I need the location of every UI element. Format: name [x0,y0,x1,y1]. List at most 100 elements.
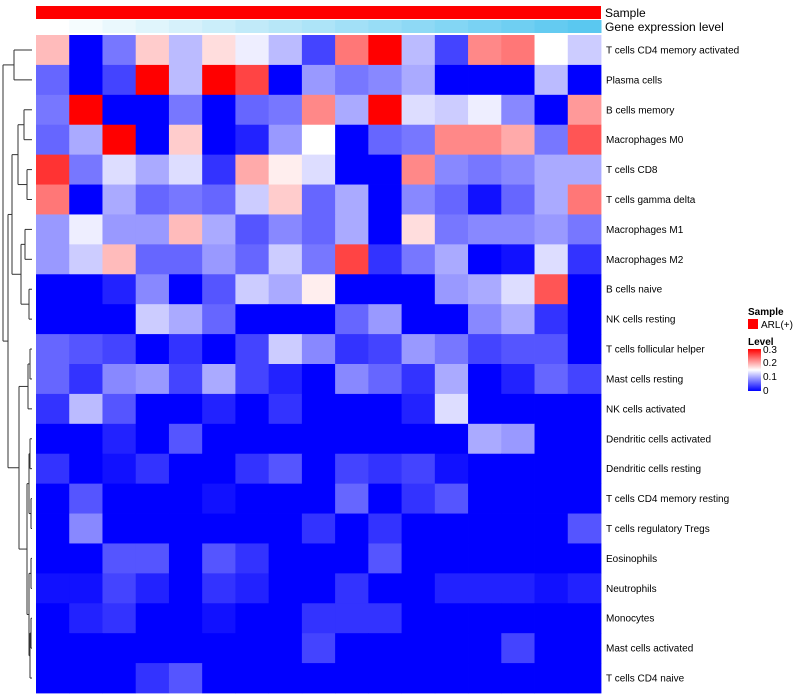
heatmap-cell [36,124,70,156]
heatmap-cell [301,94,336,126]
heatmap-cell [135,94,170,126]
heatmap-cell [501,393,535,425]
row-label: B cells memory [606,105,674,116]
heatmap-cell [301,543,336,574]
heatmap-cell [69,304,103,335]
legend-level-title: Level [748,337,774,348]
heatmap-cell [36,513,70,544]
row-label: B cells naive [606,285,663,296]
heatmap-cell [168,304,203,335]
heatmap-cell [235,483,270,514]
heatmap-cell [434,453,469,485]
heatmap-cell [468,543,502,574]
legend-level-tick-1: 0.2 [763,358,777,369]
row-label: T cells follicular helper [606,345,705,356]
heatmap-cell [69,35,103,66]
heatmap-cell [135,244,170,275]
row-label: T cells regulatory Tregs [606,524,710,535]
heatmap-cell [235,663,270,694]
row-label: Macrophages M0 [606,135,684,146]
heatmap-cell [235,364,270,395]
heatmap-cell [168,364,203,395]
heatmap-cell [301,513,336,544]
heatmap-cell [168,64,203,96]
annotation-cell-expression [401,20,436,33]
heatmap-cell [401,364,436,395]
heatmap-cell [102,423,137,455]
heatmap-cell [202,124,236,156]
heatmap-cell [468,124,502,156]
heatmap-cell [468,633,502,664]
heatmap-cell [102,124,137,156]
heatmap-cell [202,513,236,544]
heatmap-cell [335,453,369,485]
heatmap-cell [401,393,436,425]
heatmap-cell [268,483,303,514]
heatmap-cell [202,244,236,275]
heatmap-cell [235,393,270,425]
heatmap-cell [368,573,402,604]
heatmap-cell [368,274,402,305]
heatmap-cell [368,94,402,126]
heatmap-cell [368,154,402,185]
heatmap-cell [567,423,602,455]
heatmap-cell [268,393,303,425]
heatmap-cell [135,573,170,604]
heatmap-cell [401,64,436,96]
heatmap-cell [235,214,270,245]
heatmap-cell [102,393,137,425]
heatmap-cell [301,274,336,305]
heatmap-cell [168,274,203,305]
heatmap-cell [534,124,569,156]
heatmap-cell [468,274,502,305]
heatmap-cell [102,633,137,664]
heatmap-cell [567,483,602,514]
heatmap-cell [368,483,402,514]
heatmap-cell [335,483,369,514]
heatmap-cell [69,334,103,365]
heatmap-cell [501,274,535,305]
heatmap-cell [567,573,602,604]
heatmap-cell [301,364,336,395]
heatmap-cell [36,573,70,604]
heatmap-cell [434,184,469,215]
heatmap-cell [468,423,502,455]
heatmap-cell [168,94,203,126]
heatmap-cell [301,214,336,245]
heatmap-cell [235,94,270,126]
legend: Sample ARL(+) Level 0.3 0.2 0.1 0 [748,307,793,397]
heatmap-cell [434,393,469,425]
heatmap-cell [501,423,535,455]
legend-level-tick-3: 0 [763,386,769,397]
heatmap-cell [368,364,402,395]
legend-level-tick-0: 0.3 [763,345,777,356]
heatmap-cell [401,304,436,335]
heatmap-cell [102,94,137,126]
legend-level-gradient [748,349,761,391]
heatmap-cell [567,364,602,395]
heatmap-cell [434,214,469,245]
heatmap-cell [135,453,170,485]
heatmap-cell [335,603,369,634]
heatmap-cell [268,453,303,485]
heatmap-cell [468,364,502,395]
heatmap-cell [102,603,137,634]
heatmap-cell [368,543,402,574]
heatmap-cell [69,483,103,514]
heatmap-cell [135,513,170,544]
heatmap-cell [168,633,203,664]
heatmap-cell [268,124,303,156]
heatmap-cell [268,94,303,126]
heatmap-cell [301,244,336,275]
heatmap-cell [69,663,103,694]
heatmap-cell [168,423,203,455]
heatmap-cell [335,393,369,425]
heatmap-cell [401,483,436,514]
heatmap-cell [102,663,137,694]
heatmap-cell [301,64,336,96]
annotation-cell-expression [202,20,236,33]
heatmap-cell [36,334,70,365]
heatmap-cell [368,304,402,335]
heatmap-cell [36,35,70,66]
heatmap-cell [401,603,436,634]
